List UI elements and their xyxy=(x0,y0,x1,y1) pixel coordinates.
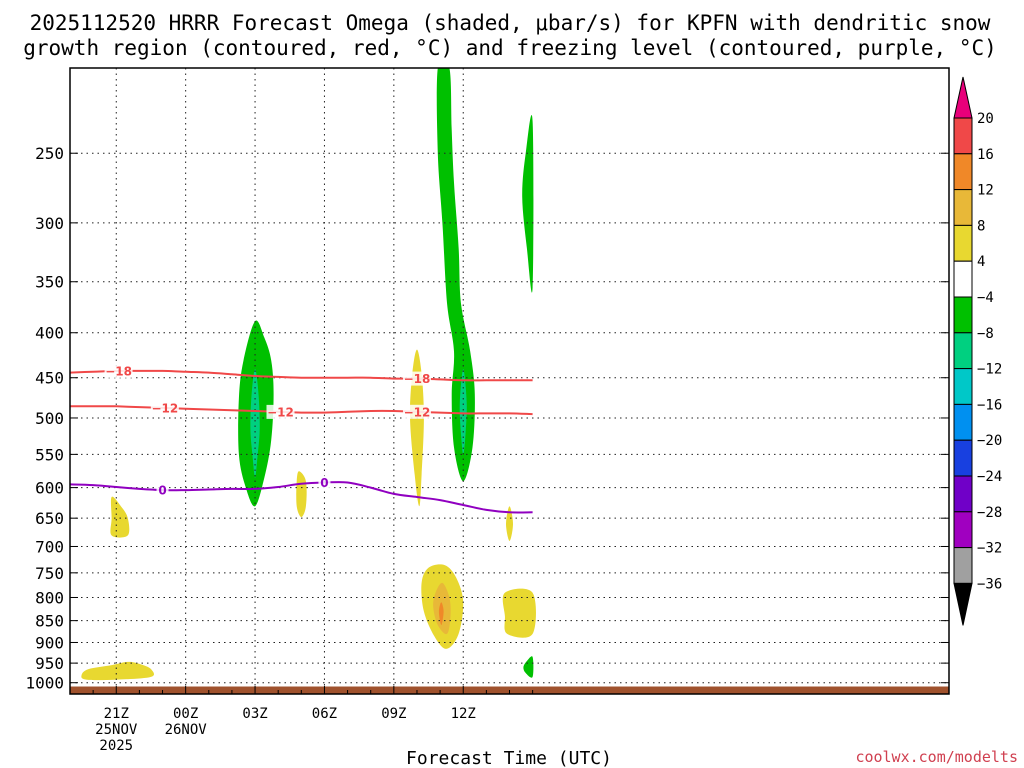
y-tick-label-500: 500 xyxy=(35,409,64,428)
omega-region-descent-1000z xyxy=(409,349,424,507)
colorbar-label-12: −32 xyxy=(977,541,1002,557)
y-tick-label-400: 400 xyxy=(35,324,64,343)
y-tick-label-550: 550 xyxy=(35,445,64,464)
y-tick-label-700: 700 xyxy=(35,537,64,556)
contour-label-dgz-minus18-1: −18 xyxy=(404,372,431,386)
contour-label-bg-dgz-minus12-2 xyxy=(402,404,431,419)
colorbar-label-5: −4 xyxy=(977,290,994,306)
y-tick-label-800: 800 xyxy=(35,588,64,607)
contour-label-dgz-minus12-2: −12 xyxy=(404,405,431,419)
contour-label-bg-dgz-minus18-0 xyxy=(104,363,133,378)
colorbar-label-13: −36 xyxy=(977,576,1002,592)
y-tick-label-300: 300 xyxy=(35,214,64,233)
omega-region-descent-0400z xyxy=(296,471,307,517)
contour-layer: −18 −18 −12 −12 −12 0 0 xyxy=(70,363,533,514)
omega-region-ascent-0300z-core xyxy=(250,369,260,478)
contour-label-dgz-minus12-0: −12 xyxy=(151,401,178,415)
colorbar-label-10: −24 xyxy=(977,469,1002,485)
colorbar-swatch-12 xyxy=(953,511,973,549)
contour-label-bg-freezing-level-0 xyxy=(156,483,169,498)
y-axis-ticks: 250 300 350 400 450 500 550 600 650 700 750 800 850 9… xyxy=(25,144,949,693)
colorbar-swatch-13 xyxy=(953,547,973,584)
x-tick-label-1-line3: 2025 xyxy=(99,738,133,754)
x-tick-label-16-line1: 12Z xyxy=(451,706,476,722)
colorbar-swatch-5 xyxy=(953,260,973,298)
colorbar-swatch-6 xyxy=(953,296,973,334)
x-tick-label-13-line1: 09Z xyxy=(381,706,406,722)
x-tick-label-4-line2: 26NOV xyxy=(165,722,208,738)
contour-label-freezing-level-0: 0 xyxy=(158,484,166,498)
omega-region-ascent-1200z-core xyxy=(459,369,467,455)
colorbar-label-11: −28 xyxy=(977,505,1002,521)
y-tick-label-900: 900 xyxy=(35,633,64,652)
omega-region-descent-1100z-max xyxy=(438,602,444,626)
x-tick-label-7-line1: 03Z xyxy=(242,706,267,722)
x-tick-label-1-line2: 25NOV xyxy=(95,722,138,738)
x-tick-label-4-line1: 00Z xyxy=(173,706,198,722)
credit-text: coolwx.com/modelts xyxy=(855,748,1018,766)
colorbar-label-9: −20 xyxy=(977,433,1002,449)
colorbar-label-1: 16 xyxy=(977,147,994,163)
y-tick-label-600: 600 xyxy=(35,479,64,498)
contour-freezing-level xyxy=(70,481,533,514)
omega-region-ascent-right-edge-upper xyxy=(522,114,534,293)
omega-region-descent-near-surface xyxy=(81,661,155,681)
contour-label-bg-freezing-level-1 xyxy=(318,475,331,490)
colorbar-swatch-10 xyxy=(953,439,973,477)
gridlines xyxy=(70,68,949,687)
y-tick-label-750: 750 xyxy=(35,564,64,583)
colorbar-label-6: −8 xyxy=(977,326,994,342)
contour-dgz-minus12 xyxy=(70,405,533,416)
colorbar-swatch-1 xyxy=(953,117,973,155)
chart-title-line1: 2025112520 HRRR Forecast Omega (shaded, … xyxy=(30,11,991,35)
colorbar-label-2: 12 xyxy=(977,183,994,199)
colorbar-label-3: 8 xyxy=(977,218,985,234)
contour-dgz-minus18 xyxy=(70,369,533,382)
contour-label-bg-dgz-minus12-1 xyxy=(266,404,295,419)
colorbar-top-arrow xyxy=(953,76,973,119)
omega-shading-layer xyxy=(81,68,536,681)
y-tick-label-250: 250 xyxy=(35,144,64,163)
colorbar: 20 16 12 8 4 −4 −8 −12 −16 −20 −24 −28 −32 −36 xyxy=(953,76,1002,626)
x-axis-label: Forecast Time (UTC) xyxy=(406,748,612,768)
colorbar-bottom-arrow xyxy=(953,582,973,626)
y-tick-label-350: 350 xyxy=(35,273,64,292)
y-tick-label-450: 450 xyxy=(35,369,64,388)
x-tick-label-1-line1: 21Z xyxy=(104,706,129,722)
omega-region-descent-2100z xyxy=(110,496,130,538)
y-tick-label-850: 850 xyxy=(35,612,64,631)
contour-label-dgz-minus12-1: −12 xyxy=(267,405,294,419)
y-tick-label-1000: 1000 xyxy=(25,674,64,693)
omega-region-ascent-right-edge-lower xyxy=(523,656,534,678)
colorbar-label-4: 4 xyxy=(977,254,985,270)
omega-region-descent-right-edge xyxy=(502,588,536,638)
colorbar-swatch-11 xyxy=(953,475,973,513)
colorbar-swatch-2 xyxy=(953,153,973,191)
y-tick-label-650: 650 xyxy=(35,509,64,528)
omega-region-descent-1300z xyxy=(506,506,513,541)
contour-label-freezing-level-1: 0 xyxy=(320,476,328,490)
contour-label-dgz-minus18-0: −18 xyxy=(105,364,132,378)
x-tick-label-10-line1: 06Z xyxy=(312,706,337,722)
contour-label-bg-dgz-minus12-0 xyxy=(150,400,179,415)
colorbar-swatch-9 xyxy=(953,403,973,441)
colorbar-swatch-3 xyxy=(953,189,973,226)
colorbar-swatch-8 xyxy=(953,368,973,405)
colorbar-swatch-7 xyxy=(953,332,973,370)
omega-region-ascent-1200z xyxy=(436,68,475,482)
colorbar-label-0: 20 xyxy=(977,111,994,127)
contour-label-bg-dgz-minus18-1 xyxy=(402,371,431,386)
colorbar-label-7: −12 xyxy=(977,362,1002,378)
y-tick-label-950: 950 xyxy=(35,654,64,673)
colorbar-label-8: −16 xyxy=(977,397,1002,413)
chart-title-line2: growth region (contoured, red, °C) and f… xyxy=(23,36,997,60)
colorbar-swatch-4 xyxy=(953,224,973,262)
